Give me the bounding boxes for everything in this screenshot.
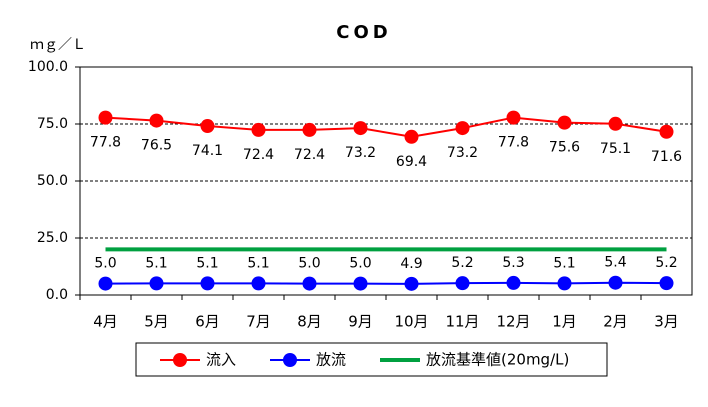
legend-marker: [283, 353, 297, 367]
data-point: [98, 110, 113, 125]
x-tick-label: 1月: [552, 313, 577, 331]
data-label: 5.0: [349, 256, 371, 272]
data-point: [404, 129, 419, 144]
legend-marker: [173, 353, 187, 367]
data-point: [149, 113, 164, 128]
data-point: [557, 115, 572, 130]
chart-title: COD: [336, 22, 391, 43]
data-point: [659, 276, 674, 291]
data-point: [659, 124, 674, 139]
data-label: 73.2: [345, 145, 376, 161]
data-label: 77.8: [90, 135, 121, 151]
data-point: [608, 275, 623, 290]
x-tick-label: 9月: [348, 313, 373, 331]
x-tick-label: 10月: [394, 313, 428, 331]
data-point: [353, 121, 368, 136]
data-point: [251, 122, 266, 137]
y-tick-label: 50.0: [37, 173, 68, 189]
data-label: 5.2: [451, 255, 473, 271]
y-tick-label: 75.0: [37, 116, 68, 132]
x-tick-label: 5月: [144, 313, 169, 331]
data-point: [200, 276, 215, 291]
data-label: 5.1: [553, 255, 575, 271]
y-tick-label: 25.0: [37, 230, 68, 246]
data-point: [353, 276, 368, 291]
y-axis-label: ｍｇ／Ｌ: [30, 37, 86, 53]
x-tick-label: 7月: [246, 313, 271, 331]
series-line: [105, 281, 667, 285]
legend-label: 放流: [316, 351, 346, 369]
data-label: 5.4: [604, 255, 626, 271]
data-point: [251, 276, 266, 291]
data-label: 5.3: [502, 255, 524, 271]
legend-box: [135, 342, 608, 377]
data-point: [506, 275, 521, 290]
data-point: [302, 122, 317, 137]
x-tick-label: 12月: [496, 313, 530, 331]
data-label: 75.6: [549, 140, 580, 156]
data-label: 69.4: [396, 154, 427, 170]
data-label: 5.1: [196, 255, 218, 271]
data-label: 5.2: [655, 255, 677, 271]
x-tick-label: 2月: [603, 313, 628, 331]
data-label: 76.5: [141, 138, 172, 154]
y-tick-label: 100.0: [28, 59, 68, 75]
x-tick-label: 4月: [93, 313, 118, 331]
x-tick-label: 6月: [195, 313, 220, 331]
data-point: [200, 119, 215, 134]
data-label: 5.0: [94, 256, 116, 272]
data-point: [404, 276, 419, 291]
data-label: 71.6: [651, 149, 682, 165]
data-point: [98, 276, 113, 291]
data-point: [455, 276, 470, 291]
data-point: [302, 276, 317, 291]
data-label: 73.2: [447, 145, 478, 161]
x-tick-label: 3月: [654, 313, 679, 331]
data-point: [557, 276, 572, 291]
data-label: 5.1: [247, 255, 269, 271]
legend-label: 放流基準値(20mg/L): [426, 351, 569, 369]
legend-label: 流入: [206, 351, 236, 369]
data-point: [608, 116, 623, 131]
x-tick-label: 8月: [297, 313, 322, 331]
data-label: 72.4: [243, 147, 274, 163]
y-tick-label: 0.0: [46, 287, 68, 303]
data-label: 77.8: [498, 135, 529, 151]
data-label: 72.4: [294, 147, 325, 163]
data-label: 5.0: [298, 256, 320, 272]
data-label: 74.1: [192, 143, 223, 159]
data-point: [149, 276, 164, 291]
data-label: 75.1: [600, 141, 631, 157]
data-point: [455, 121, 470, 136]
data-label: 5.1: [145, 255, 167, 271]
x-tick-label: 11月: [445, 313, 479, 331]
series-line: [105, 116, 667, 138]
data-label: 4.9: [400, 256, 422, 272]
data-point: [506, 110, 521, 125]
